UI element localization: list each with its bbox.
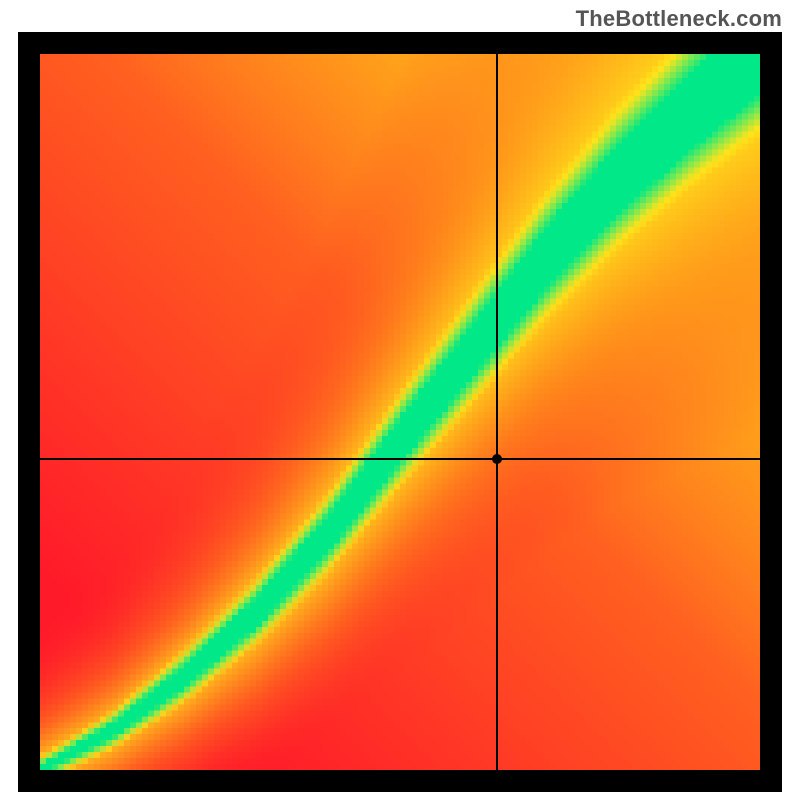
chart-container: TheBottleneck.com: [0, 0, 800, 800]
bottleneck-heatmap: [40, 54, 760, 770]
crosshair-horizontal: [40, 458, 760, 460]
watermark-text: TheBottleneck.com: [576, 6, 782, 32]
crosshair-vertical: [496, 54, 498, 770]
crosshair-marker: [492, 454, 502, 464]
